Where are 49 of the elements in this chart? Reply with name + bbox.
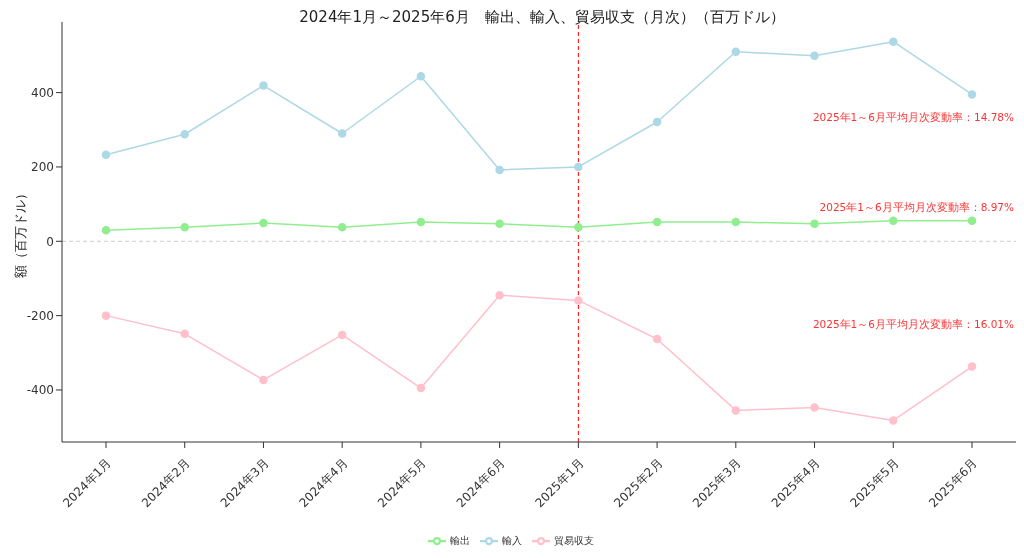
point bbox=[180, 329, 189, 339]
legend-label: 輸入 bbox=[502, 535, 522, 546]
point bbox=[889, 216, 898, 226]
point bbox=[574, 296, 583, 305]
point bbox=[810, 403, 819, 412]
point bbox=[889, 416, 898, 425]
point bbox=[416, 383, 426, 393]
point bbox=[574, 162, 583, 172]
point bbox=[574, 222, 583, 232]
point bbox=[259, 218, 268, 228]
point bbox=[180, 222, 189, 232]
point bbox=[810, 219, 819, 229]
annotation: 2025年1～6月平均月次変動率：16.01% bbox=[812, 318, 1014, 332]
point bbox=[652, 217, 662, 227]
legend-label: 輸出 bbox=[450, 535, 470, 546]
y-tick-label: -200 bbox=[26, 308, 54, 323]
point bbox=[101, 150, 111, 159]
point bbox=[416, 72, 426, 81]
annotation: 2025年1～6月平均月次変動率：14.78% bbox=[812, 111, 1014, 125]
point bbox=[495, 219, 504, 229]
point bbox=[652, 117, 662, 127]
y-tick-label: 0 bbox=[46, 234, 54, 249]
point bbox=[967, 362, 977, 371]
point bbox=[101, 311, 111, 320]
annotation: 2025年1～6月平均月次変動率：8.97% bbox=[819, 201, 1014, 215]
point bbox=[652, 334, 662, 344]
legend-label: 貿易収支 bbox=[554, 535, 594, 546]
y-tick-label: -400 bbox=[26, 383, 54, 398]
point bbox=[967, 90, 977, 99]
point bbox=[495, 165, 504, 175]
point bbox=[810, 51, 819, 61]
y-tick-label: 400 bbox=[31, 85, 54, 100]
point bbox=[416, 217, 426, 227]
point bbox=[101, 225, 111, 235]
point bbox=[259, 375, 268, 385]
point bbox=[337, 330, 347, 340]
point bbox=[259, 81, 268, 90]
point bbox=[731, 47, 741, 56]
point bbox=[337, 129, 347, 138]
point bbox=[495, 290, 504, 300]
point bbox=[967, 216, 977, 226]
point bbox=[889, 37, 898, 46]
chart-title: 2024年1月～2025年6月 輸出、輸入、貿易収支（月次）（百万ドル） bbox=[298, 8, 786, 27]
y-axis-title: 額（百万ドル） bbox=[12, 186, 28, 278]
point bbox=[731, 217, 741, 227]
y-tick-label: 200 bbox=[31, 160, 54, 175]
point bbox=[731, 406, 741, 415]
point bbox=[180, 130, 189, 139]
point bbox=[337, 222, 347, 232]
